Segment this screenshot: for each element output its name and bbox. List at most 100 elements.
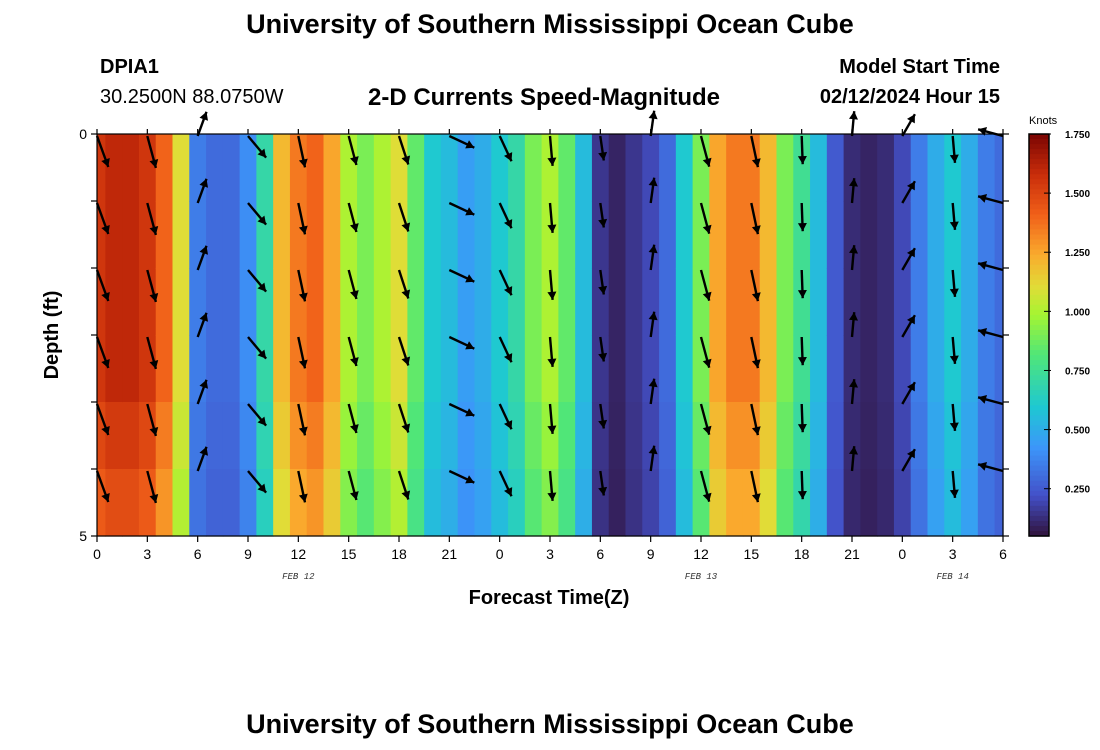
current-vector-arrow: [949, 202, 959, 231]
heatmap-cell: [893, 134, 912, 202]
heatmap-cell: [742, 335, 761, 403]
colorbar-swatch: [1029, 515, 1049, 522]
x-tick-label: 18: [391, 546, 407, 562]
current-vector-arrow: [347, 470, 359, 501]
current-vector-arrow: [448, 402, 475, 417]
current-vector-arrow: [648, 244, 658, 271]
heatmap-cell: [97, 469, 106, 537]
colorbar-swatch: [1029, 355, 1049, 361]
heatmap-cell: [373, 402, 392, 470]
heatmap-cell: [306, 268, 325, 336]
heatmap-cell: [306, 402, 325, 470]
heatmap-cell: [323, 402, 341, 470]
colorbar-swatch: [1029, 314, 1049, 321]
heatmap-cell: [659, 402, 677, 470]
colorbar-swatch: [1029, 495, 1049, 502]
current-vector-arrow: [901, 448, 916, 472]
heatmap-cell: [273, 469, 291, 537]
heatmap-cell: [105, 134, 123, 202]
heatmap-cell: [642, 469, 660, 537]
heatmap-cell: [692, 268, 710, 336]
colorbar-swatch: [1029, 485, 1049, 492]
heatmap-cell: [910, 134, 929, 202]
heatmap-cell: [608, 469, 627, 537]
colorbar-swatch: [1029, 164, 1049, 170]
heatmap-cell: [390, 134, 408, 202]
current-vector-arrow: [977, 395, 1004, 406]
current-vector-arrow: [297, 470, 308, 503]
heatmap-cell: [407, 201, 425, 269]
current-vector-arrow: [598, 470, 608, 496]
current-vector-arrow: [498, 470, 513, 497]
heatmap-cell: [508, 402, 526, 470]
heatmap-cell: [927, 201, 945, 269]
colorbar-swatch: [1029, 380, 1049, 386]
heatmap-cell: [910, 402, 929, 470]
heatmap-cell: [759, 335, 778, 403]
heatmap-cell: [944, 335, 962, 403]
current-vector-arrow: [547, 470, 557, 502]
heatmap-cell: [373, 268, 392, 336]
current-vector-arrow: [849, 312, 858, 338]
heatmap-cell: [256, 469, 274, 537]
heatmap-cell: [977, 134, 996, 202]
current-vector-arrow: [297, 269, 308, 302]
heatmap-cell: [994, 469, 1004, 537]
current-vector-arrow: [547, 135, 557, 167]
heatmap-cell: [961, 335, 979, 403]
heatmap-cell: [138, 335, 157, 403]
heatmap-cell: [726, 402, 744, 470]
heatmap-cell: [877, 469, 895, 537]
heatmap-cell: [675, 201, 694, 269]
heatmap-cell: [407, 335, 425, 403]
heatmap-cell: [357, 268, 375, 336]
heatmap-cell: [138, 402, 157, 470]
colorbar-swatch: [1029, 345, 1049, 351]
current-vector-arrow: [498, 403, 513, 430]
current-vector-arrow: [247, 403, 268, 427]
heatmap-cell: [642, 335, 660, 403]
heatmap-cell: [860, 134, 878, 202]
heatmap-cell: [558, 268, 576, 336]
heatmap-cell: [810, 335, 828, 403]
heatmap-cell: [289, 268, 308, 336]
heatmap-cell: [810, 268, 828, 336]
current-vector-arrow: [750, 403, 761, 436]
heatmap-cell: [927, 469, 945, 537]
heatmap-cell: [877, 134, 895, 202]
colorbar-frame: [1028, 133, 1050, 537]
current-vector-arrow: [949, 470, 959, 499]
current-vector-arrow: [448, 201, 475, 216]
current-vector-arrow: [901, 314, 916, 338]
colorbar-swatch: [1029, 475, 1049, 482]
colorbar-swatch: [1029, 209, 1049, 216]
heatmap-cell: [222, 402, 241, 470]
current-vector-arrow: [297, 403, 308, 436]
colorbar-swatch: [1029, 194, 1049, 200]
heatmap-cell: [491, 268, 509, 336]
heatmap-cell: [608, 134, 627, 202]
heatmap-cell: [843, 469, 861, 537]
heatmap-cell: [105, 402, 123, 470]
heatmap-cell: [977, 402, 996, 470]
heatmap-cell: [709, 268, 727, 336]
colorbar-swatch: [1029, 269, 1049, 276]
heatmap-cell: [273, 268, 291, 336]
heatmap-cell: [340, 335, 358, 403]
x-tick-label: 6: [999, 546, 1007, 562]
current-vector-arrow: [598, 269, 608, 295]
heatmap-cell: [189, 469, 207, 537]
heatmap-cell: [692, 134, 710, 202]
heatmap-cell: [776, 402, 794, 470]
colorbar-swatch: [1029, 264, 1049, 271]
heatmap-cell: [122, 335, 140, 403]
current-vector-arrow: [750, 336, 761, 369]
heatmap-cell: [659, 469, 677, 537]
current-vector-arrow: [498, 135, 513, 162]
x-tick-label: 21: [442, 546, 458, 562]
heatmap-cell: [155, 469, 174, 537]
model-start-label: Model Start Time: [839, 56, 1000, 78]
heatmap-cell: [340, 402, 358, 470]
heatmap-cell: [289, 201, 308, 269]
heatmap-cell: [541, 268, 559, 336]
